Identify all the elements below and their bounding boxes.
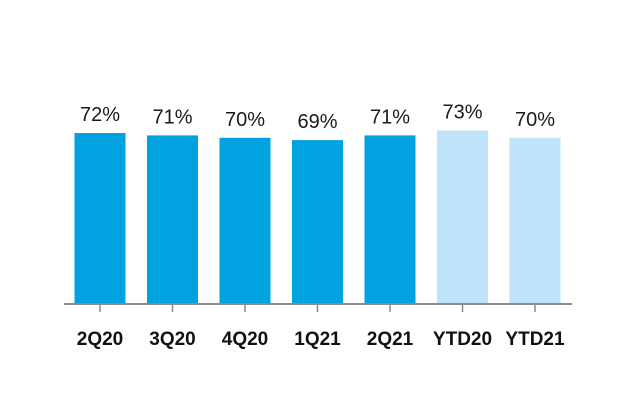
x-tick-label-ytd20: YTD20	[433, 329, 492, 350]
data-label-1q21: 69%	[297, 111, 337, 133]
x-tick-label-2q21: 2Q21	[367, 329, 414, 350]
bar-ytd21	[509, 137, 561, 305]
bar-2q21	[364, 135, 416, 304]
data-label-3q20: 71%	[152, 106, 192, 128]
data-label-4q20: 70%	[225, 109, 265, 131]
x-tick-label-ytd21: YTD21	[505, 329, 565, 350]
data-label-ytd21: 70%	[515, 109, 555, 131]
bar-3q20	[147, 135, 198, 304]
x-tick-label-1q21: 1Q21	[294, 329, 341, 350]
data-label-2q21: 71%	[370, 106, 410, 128]
tick-labels-group: 2Q20 3Q20 4Q20 1Q21 2Q21 YTD20 YTD21	[77, 329, 565, 350]
x-tick-label-3q20: 3Q20	[149, 329, 195, 350]
x-axis	[64, 303, 572, 312]
data-label-2q20: 72%	[80, 104, 120, 126]
bar-ytd20	[437, 130, 488, 304]
bars-group	[74, 130, 561, 305]
x-tick-label-2q20: 2Q20	[77, 329, 123, 350]
x-tick-label-4q20: 4Q20	[222, 329, 268, 350]
data-labels-group: 72% 71% 70% 69% 71% 73% 70%	[80, 102, 555, 134]
bar-2q20	[74, 133, 126, 304]
bar-4q20	[219, 137, 271, 305]
bar-1q21	[292, 140, 343, 304]
data-label-ytd20: 73%	[442, 102, 482, 124]
